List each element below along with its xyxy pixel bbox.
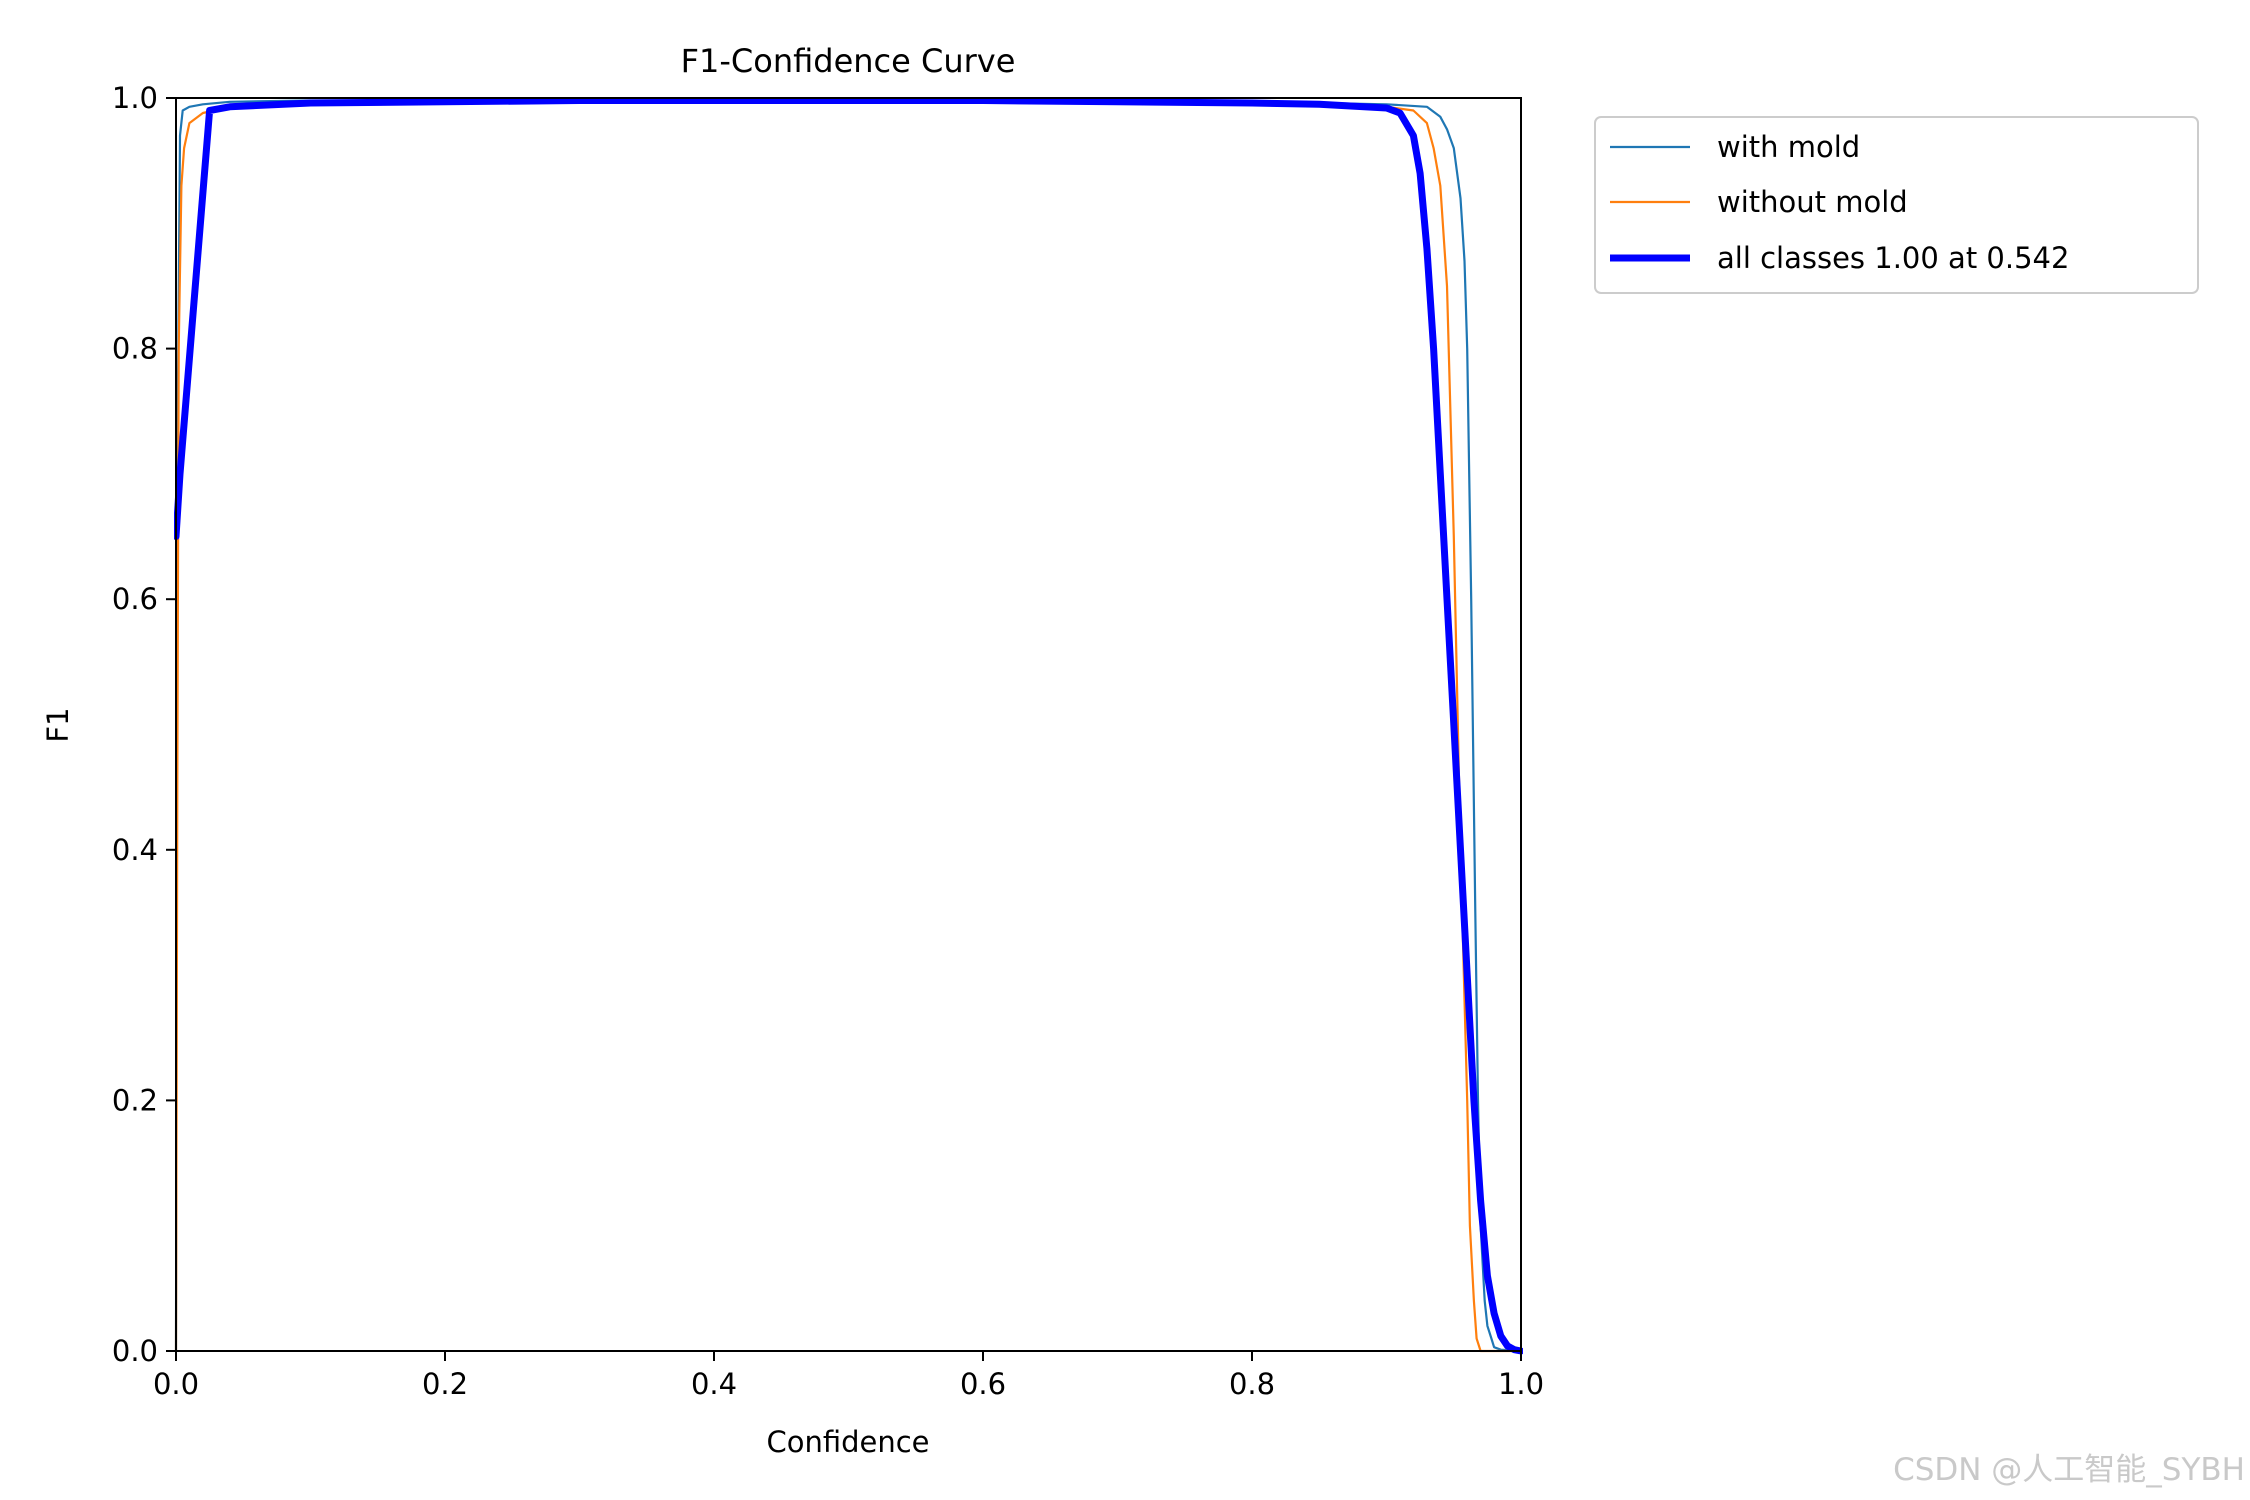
y-tick-label: 0.4 [112, 833, 158, 867]
y-tick-label: 1.0 [112, 81, 158, 115]
y-tick-label: 0.8 [112, 332, 158, 366]
y-tick-label: 0.0 [112, 1334, 158, 1368]
y-tick-label: 0.2 [112, 1083, 158, 1117]
y-axis-label: F1 [41, 707, 75, 742]
plot-area [174, 97, 1523, 1355]
watermark-text: CSDN @人工智能_SYBH [1893, 1452, 2245, 1488]
x-tick-label: 0.8 [1229, 1367, 1275, 1401]
chart-title: F1-Confidence Curve [681, 42, 1016, 80]
x-axis-ticks: 0.0 0.2 0.4 0.6 0.8 1.0 [153, 1351, 1544, 1401]
legend-box [1594, 116, 2199, 294]
series-line-3 [174, 97, 1523, 1355]
y-axis-ticks: 0.0 0.2 0.4 0.6 0.8 1.0 [112, 81, 176, 1368]
legend: with mold without mold all classes 1.00 at… [1594, 116, 2199, 294]
x-tick-label: 0.0 [153, 1367, 199, 1401]
legend-label-2: without mold [1717, 185, 1908, 219]
x-axis-label: Confidence [766, 1425, 929, 1459]
y-tick-label: 0.6 [112, 582, 158, 616]
legend-label-3: all classes 1.00 at 0.542 [1717, 241, 2069, 275]
legend-label-1: with mold [1717, 130, 1860, 164]
plot-frame [175, 97, 1522, 1352]
x-tick-label: 1.0 [1498, 1367, 1544, 1401]
x-tick-label: 0.2 [422, 1367, 468, 1401]
series-line-1 [174, 99, 1523, 1353]
x-tick-label: 0.4 [691, 1367, 737, 1401]
x-tick-label: 0.6 [960, 1367, 1006, 1401]
